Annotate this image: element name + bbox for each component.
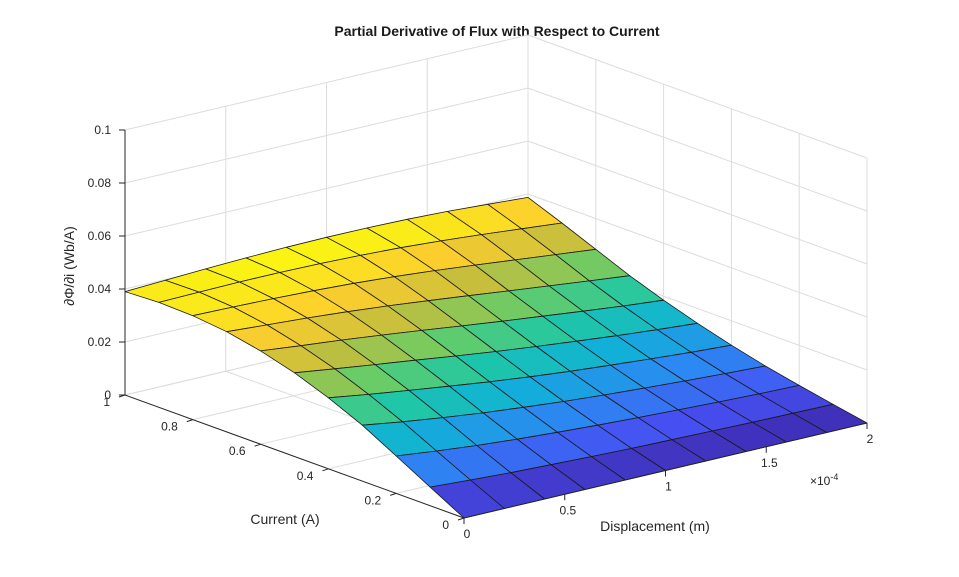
- chart-title: Partial Derivative of Flux with Respect …: [334, 23, 660, 39]
- x-tick-label: 0: [464, 527, 471, 541]
- z-axis-label: ∂Φ/∂i (Wb/A): [61, 226, 77, 305]
- y-tick-mark: [457, 517, 465, 521]
- y-tick-mark: [390, 492, 397, 496]
- x-axis-exponent: ×10-4: [810, 472, 838, 488]
- y-tick-label: 0.4: [297, 469, 314, 483]
- axes: 00.511.5200.20.40.60.8100.020.040.060.08…: [88, 123, 874, 541]
- x-exponent-base: ×10: [810, 474, 831, 488]
- x-tick-label: 1: [665, 480, 672, 494]
- grid-z-back: [124, 34, 529, 131]
- y-tick-label: 0.8: [161, 420, 178, 434]
- x-tick-label: 2: [867, 432, 874, 446]
- y-tick-mark: [186, 419, 193, 423]
- y-axis-line: [124, 394, 465, 519]
- y-tick-label: 1: [103, 395, 110, 409]
- x-tick-label: 1.5: [761, 456, 778, 470]
- grid-z-side: [527, 193, 868, 318]
- grid-z-back: [124, 140, 529, 237]
- z-tick-label: 0: [104, 388, 111, 402]
- z-tick-label: 0.04: [88, 282, 112, 296]
- x-axis-label: Displacement (m): [600, 518, 710, 534]
- grid-z-side: [527, 34, 868, 159]
- z-tick-label: 0.08: [88, 176, 112, 190]
- y-tick-label: 0.2: [365, 493, 382, 507]
- z-tick-label: 0.1: [94, 123, 111, 137]
- surface-mesh: [124, 196, 868, 519]
- y-axis-label: Current (A): [250, 511, 319, 527]
- z-tick-label: 0.06: [88, 229, 112, 243]
- z-tick-label: 0.02: [88, 335, 112, 349]
- x-tick-label: 0.5: [559, 503, 576, 517]
- y-tick-mark: [254, 443, 261, 447]
- axis-labels: Displacement (m) Current (A) ∂Φ/∂i (Wb/A…: [61, 226, 838, 534]
- grid-z-side: [527, 87, 868, 212]
- x-exponent-power: -4: [830, 472, 838, 482]
- grid-z-side: [527, 140, 868, 265]
- y-tick-label: 0.6: [229, 444, 246, 458]
- y-tick-label: 0: [442, 518, 449, 532]
- grid-z-back: [124, 87, 529, 184]
- y-tick-mark: [322, 468, 329, 472]
